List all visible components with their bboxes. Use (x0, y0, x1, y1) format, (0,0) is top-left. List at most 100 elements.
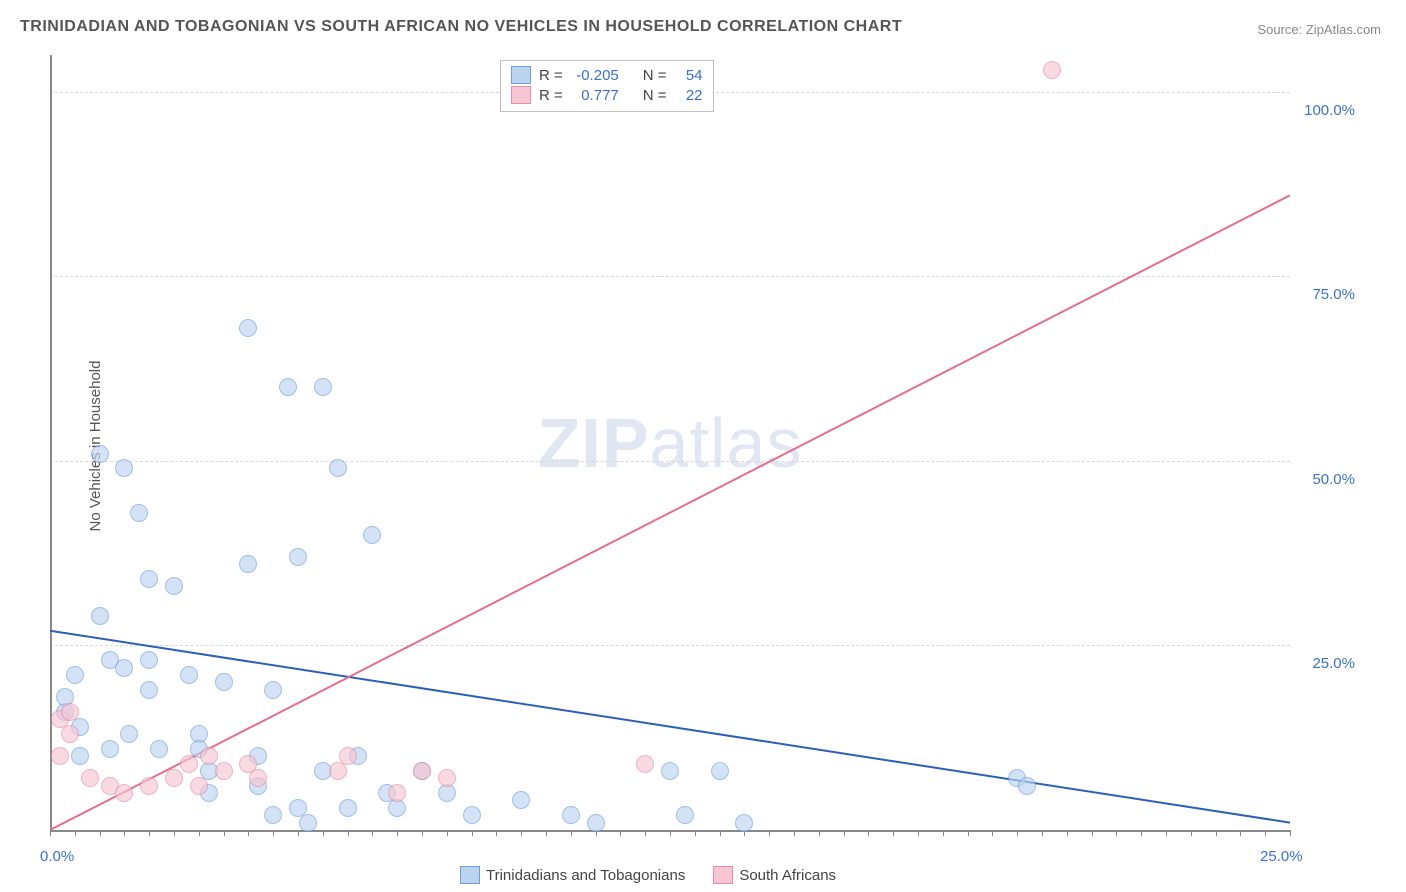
x-tick (124, 830, 125, 836)
y-tick-label: 100.0% (1304, 102, 1355, 119)
data-point (636, 755, 654, 773)
data-point (51, 747, 69, 765)
data-point (200, 747, 218, 765)
stat-n-value: 22 (675, 87, 703, 104)
x-tick (992, 830, 993, 836)
data-point (165, 769, 183, 787)
source-label: Source: ZipAtlas.com (1257, 22, 1381, 37)
stat-n-prefix: N = (643, 67, 667, 84)
stat-r-value: 0.777 (571, 87, 619, 104)
data-point (676, 806, 694, 824)
x-tick (472, 830, 473, 836)
data-point (1018, 777, 1036, 795)
x-tick (819, 830, 820, 836)
data-point (711, 762, 729, 780)
plot-area: ZIPatlas 25.0%50.0%75.0%100.0%R =-0.205N… (50, 55, 1290, 830)
data-point (388, 784, 406, 802)
y-tick-label: 50.0% (1312, 471, 1355, 488)
x-tick (496, 830, 497, 836)
x-tick (248, 830, 249, 836)
x-tick (670, 830, 671, 836)
data-point (329, 459, 347, 477)
x-tick (695, 830, 696, 836)
data-point (120, 725, 138, 743)
x-tick (199, 830, 200, 836)
data-point (115, 659, 133, 677)
x-tick (100, 830, 101, 836)
x-tick (943, 830, 944, 836)
legend-swatch (511, 66, 531, 84)
legend-label: South Africans (739, 867, 836, 884)
x-tick (844, 830, 845, 836)
data-point (215, 673, 233, 691)
x-tick (571, 830, 572, 836)
x-tick (794, 830, 795, 836)
x-tick-label: 25.0% (1260, 848, 1303, 865)
data-point (438, 769, 456, 787)
x-tick (1191, 830, 1192, 836)
legend-swatch (713, 866, 733, 884)
x-tick (422, 830, 423, 836)
data-point (81, 769, 99, 787)
data-point (140, 681, 158, 699)
x-tick (1141, 830, 1142, 836)
x-tick (918, 830, 919, 836)
watermark: ZIPatlas (538, 403, 803, 483)
data-point (339, 747, 357, 765)
stat-box: R =-0.205N =54R =0.777N =22 (500, 60, 714, 112)
x-tick (546, 830, 547, 836)
x-tick (273, 830, 274, 836)
data-point (239, 319, 257, 337)
x-tick (893, 830, 894, 836)
data-point (165, 577, 183, 595)
x-tick (224, 830, 225, 836)
x-tick (447, 830, 448, 836)
legend-label: Trinidadians and Tobagonians (486, 867, 685, 884)
legend-item: Trinidadians and Tobagonians (460, 866, 685, 884)
data-point (463, 806, 481, 824)
x-tick (645, 830, 646, 836)
x-tick (521, 830, 522, 836)
data-point (61, 703, 79, 721)
legend: Trinidadians and Tobagonians South Africa… (460, 866, 836, 884)
x-tick (1017, 830, 1018, 836)
data-point (289, 548, 307, 566)
x-tick (1265, 830, 1266, 836)
data-point (180, 755, 198, 773)
x-tick (372, 830, 373, 836)
data-point (339, 799, 357, 817)
data-point (314, 378, 332, 396)
trend-layer (50, 55, 1290, 830)
data-point (71, 747, 89, 765)
data-point (299, 814, 317, 832)
stat-row: R = 0.777 N = 22 (511, 85, 703, 105)
x-tick (968, 830, 969, 836)
data-point (587, 814, 605, 832)
x-tick (348, 830, 349, 836)
data-point (140, 570, 158, 588)
x-tick (1240, 830, 1241, 836)
x-tick (620, 830, 621, 836)
chart-container: TRINIDADIAN AND TOBAGONIAN VS SOUTH AFRI… (0, 0, 1406, 892)
y-tick-label: 75.0% (1312, 286, 1355, 303)
x-tick (75, 830, 76, 836)
stat-r-prefix: R = (539, 67, 563, 84)
data-point (264, 681, 282, 699)
stat-n-prefix: N = (643, 87, 667, 104)
data-point (115, 459, 133, 477)
data-point (1043, 61, 1061, 79)
data-point (264, 806, 282, 824)
x-tick (1216, 830, 1217, 836)
gridline (50, 276, 1290, 277)
x-tick (1116, 830, 1117, 836)
legend-swatch (460, 866, 480, 884)
data-point (140, 651, 158, 669)
trend-line (50, 195, 1290, 830)
x-tick (1092, 830, 1093, 836)
data-point (562, 806, 580, 824)
stat-r-prefix: R = (539, 87, 563, 104)
x-tick (1166, 830, 1167, 836)
gridline (50, 645, 1290, 646)
data-point (190, 777, 208, 795)
x-tick (149, 830, 150, 836)
